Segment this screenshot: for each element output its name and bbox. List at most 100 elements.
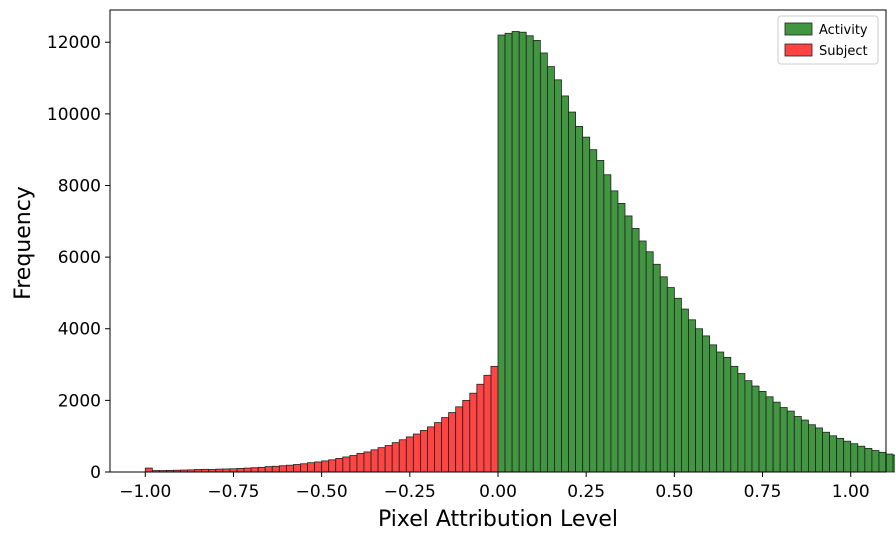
bar-activity [765, 396, 774, 473]
bar-activity [716, 351, 725, 473]
bar-subject [314, 461, 323, 473]
bar-activity [518, 31, 527, 473]
bar-activity [800, 419, 809, 473]
bar-subject [356, 452, 365, 473]
bar-subject [243, 467, 252, 473]
bar-subject [434, 422, 442, 473]
bar-activity [850, 443, 859, 473]
y-tick-label: 4000 [58, 320, 101, 340]
bar-activity [786, 410, 795, 473]
bar-subject [349, 455, 358, 473]
bar-activity [666, 287, 675, 473]
x-tick-label: 0.75 [744, 482, 782, 502]
bar-activity [822, 431, 830, 473]
bar-subject [285, 464, 294, 473]
bar-activity [829, 435, 838, 473]
bar-activity [793, 416, 802, 473]
bar-activity [645, 251, 654, 473]
bar-activity [688, 319, 696, 473]
bar-subject [278, 465, 287, 473]
bar-subject [384, 445, 393, 473]
bar-subject [250, 467, 259, 473]
bar-activity [638, 240, 647, 473]
bar-subject [448, 412, 457, 473]
bar-subject [483, 374, 492, 473]
bar-activity [772, 401, 781, 473]
bar-activity [624, 215, 633, 473]
y-tick-label: 6000 [58, 248, 101, 268]
bar-subject [441, 417, 450, 473]
y-tick-label: 8000 [58, 176, 101, 196]
bar-subject [419, 430, 428, 473]
y-tick-label: 2000 [58, 391, 101, 411]
bar-subject [328, 459, 337, 473]
axes-layer: −1.00 −0.75 −0.50 −0.25 0.00 0.25 0.50 0.75 1.00… [47, 9, 887, 502]
bar-subject [462, 399, 471, 473]
x-tick-label: −0.75 [207, 482, 259, 502]
bar-subject [264, 466, 273, 473]
x-axis-title: Pixel Attribution Level [378, 507, 618, 532]
bar-activity [554, 79, 562, 473]
bar-subject [307, 462, 315, 473]
bar-subject [363, 451, 372, 473]
bar-subject [476, 383, 485, 473]
bar-activity [751, 385, 760, 473]
bar-subject [300, 463, 308, 473]
bar-activity [836, 437, 845, 473]
bar-subject [391, 442, 400, 473]
bar-activity [885, 453, 894, 473]
bar-activity [779, 407, 788, 473]
bar-activity [568, 111, 577, 473]
bar-activity [504, 32, 513, 473]
bar-subject [427, 426, 435, 473]
bars-layer [144, 31, 895, 473]
bar-activity [758, 391, 767, 473]
legend-entry-label: Subject [819, 44, 868, 59]
bar-activity [737, 373, 746, 473]
bar-activity [610, 190, 619, 473]
bar-subject [405, 436, 414, 473]
bar-activity [709, 344, 718, 473]
bar-subject [377, 447, 386, 473]
legend-swatch [784, 22, 813, 36]
bar-subject [293, 464, 301, 473]
bar-subject [412, 433, 421, 473]
bar-activity [631, 228, 640, 473]
bar-activity [652, 263, 661, 473]
x-tick-label: −0.25 [384, 482, 436, 502]
legend: Activity Subject [777, 15, 879, 65]
bar-activity [878, 451, 887, 473]
bar-subject [398, 439, 407, 473]
bar-activity [857, 445, 866, 473]
bar-subject [257, 466, 266, 473]
bar-activity [589, 149, 598, 473]
bar-activity [892, 454, 895, 473]
bar-subject [271, 465, 280, 473]
y-tick-label: 10000 [47, 105, 101, 125]
x-tick-label: −0.50 [296, 482, 348, 502]
legend-entry-label: Activity [819, 23, 868, 38]
bar-activity [730, 365, 739, 473]
bar-activity [575, 125, 584, 473]
bar-activity [532, 40, 541, 473]
y-tick-label: 12000 [47, 33, 101, 53]
bar-activity [617, 202, 626, 473]
bar-activity [596, 160, 605, 473]
bar-activity [695, 328, 703, 473]
x-tick-label: −1.00 [119, 482, 171, 502]
bar-activity [744, 380, 753, 473]
bar-activity [808, 424, 816, 473]
x-tick-label: 1.00 [832, 482, 870, 502]
bar-activity [497, 34, 506, 473]
bar-activity [702, 335, 711, 473]
bar-activity [723, 356, 732, 473]
bar-activity [511, 31, 520, 473]
bar-activity [539, 52, 548, 473]
bar-activity [871, 450, 880, 473]
bar-subject [236, 468, 245, 473]
bar-activity [582, 136, 591, 473]
bar-subject [321, 460, 330, 473]
bar-subject [469, 392, 478, 473]
y-tick-label: 0 [90, 463, 101, 483]
bar-subject [370, 449, 379, 473]
